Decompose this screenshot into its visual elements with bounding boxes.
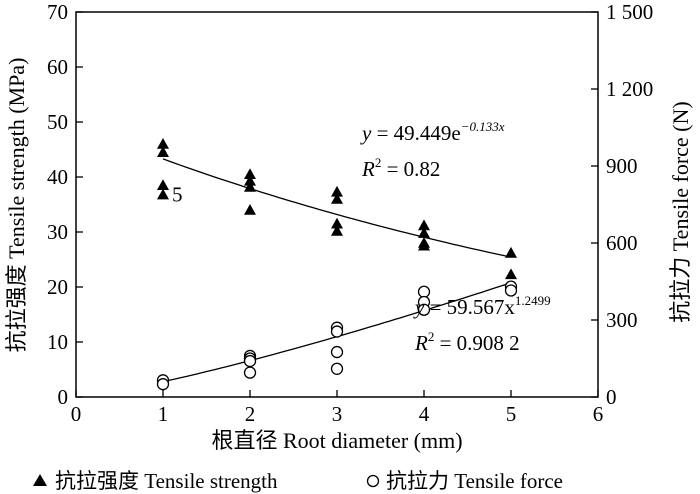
- plot-area-frame: [75, 11, 599, 398]
- strength-data-point: [244, 168, 256, 180]
- legend-label-force: 抗拉力 Tensile force: [386, 469, 563, 493]
- right-y-tick-label: 600: [606, 231, 638, 255]
- force-data-point: [243, 354, 257, 368]
- strength-data-point: [418, 227, 430, 238]
- x-tick-label: 2: [245, 402, 256, 426]
- force-data-point: [330, 325, 344, 338]
- force-data-point: [504, 284, 518, 297]
- x-axis-ticks: 0 1 2 3 4 5 6: [71, 390, 604, 426]
- x-tick-label: 6: [593, 402, 604, 426]
- strength-data-point: [157, 146, 169, 158]
- point-annotation: 5: [172, 183, 183, 207]
- force-data-point: [330, 345, 344, 359]
- right-y-tick-label: 0: [606, 385, 617, 409]
- right-y-tick-label: 1 200: [606, 77, 653, 101]
- strength-data-point: [418, 219, 430, 231]
- right-y-axis-ticks: 0 300 600 900 1 200 1 500: [591, 0, 653, 409]
- strength-data-point: [157, 138, 169, 149]
- force-data-point: [330, 362, 344, 375]
- strength-data-point: [157, 179, 169, 191]
- right-y-tick-label: 900: [606, 154, 638, 178]
- left-y-tick-label: 70: [47, 0, 68, 24]
- left-y-tick-label: 30: [47, 220, 68, 244]
- legend-marker-triangle: [33, 474, 47, 486]
- x-tick-label: 4: [419, 402, 430, 426]
- legend-label-strength: 抗拉强度 Tensile strength: [55, 469, 278, 493]
- force-data-point: [417, 303, 431, 316]
- left-y-tick-label: 40: [47, 165, 68, 189]
- strength-data-point: [331, 224, 343, 236]
- x-tick-label: 0: [71, 402, 82, 426]
- x-tick-label: 5: [506, 402, 517, 426]
- strength-data-point: [331, 217, 343, 229]
- legend: 抗拉强度 Tensile strength 抗拉力 Tensile force: [33, 469, 563, 493]
- force-data-point: [156, 378, 170, 391]
- strength-data-point: [244, 204, 256, 215]
- right-y-axis-title: 抗拉力 Tensile force (N): [668, 101, 693, 322]
- left-y-axis-ticks: 0 10 20 30 40 50 60 70: [47, 0, 83, 409]
- strength-data-point: [244, 180, 256, 192]
- data-points: [156, 138, 518, 391]
- x-tick-label: 1: [158, 402, 169, 426]
- annotations: 5: [172, 183, 183, 207]
- strength-data-point: [331, 185, 343, 197]
- strength-data-point: [418, 239, 430, 251]
- legend-marker-circle: [366, 474, 380, 488]
- right-y-tick-label: 1 500: [606, 0, 653, 24]
- x-axis-title: 根直径 Root diameter (mm): [211, 428, 462, 453]
- right-y-tick-label: 300: [606, 308, 638, 332]
- left-y-tick-label: 60: [47, 55, 68, 79]
- strength-fit-r2: R2 = 0.82: [361, 155, 440, 181]
- strength-data-point: [505, 268, 517, 280]
- force-data-point: [243, 366, 257, 379]
- left-y-axis-title: 抗拉强度 Tensile strength (MPa): [4, 58, 29, 353]
- strength-fit-equation: y = 49.449e−0.133x: [360, 119, 505, 145]
- x-tick-label: 3: [332, 402, 343, 426]
- strength-data-point: [505, 246, 517, 258]
- left-y-tick-label: 20: [47, 275, 68, 299]
- left-y-tick-label: 10: [47, 330, 68, 354]
- left-y-tick-label: 50: [47, 110, 68, 134]
- force-fit-r2: R2 = 0.908 2: [414, 329, 520, 355]
- force-fit-equation: y = 59.567x1.2499: [413, 293, 551, 319]
- strength-data-point: [331, 193, 343, 204]
- strength-data-point: [157, 188, 169, 200]
- strength-data-point: [244, 174, 256, 186]
- left-y-tick-label: 0: [58, 385, 69, 409]
- strength-trendline: [162, 158, 512, 258]
